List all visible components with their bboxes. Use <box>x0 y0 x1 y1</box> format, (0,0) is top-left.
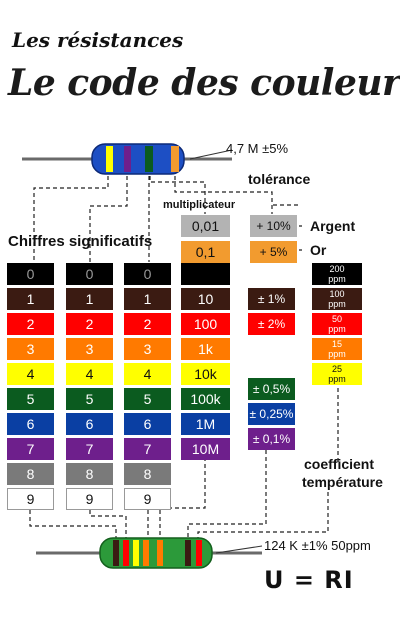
bottom-label-pointer <box>215 545 263 554</box>
temp-coefficient-cell: 15 ppm <box>312 338 362 360</box>
bottom-band-1 <box>113 540 119 566</box>
temp-coefficient-value: 200 <box>329 264 345 274</box>
digit-cell-9: 9 <box>124 488 171 510</box>
digit-cell-3: 3 <box>66 338 113 360</box>
digit-cell-7: 7 <box>7 438 54 460</box>
multiplier-cell-1: 10 <box>181 288 230 310</box>
multiplier-gold: 0,1 <box>181 241 230 263</box>
digit-cell-2: 2 <box>7 313 54 335</box>
temp-coefficient-cell: 100 ppm <box>312 288 362 310</box>
bottom-band-3 <box>133 540 139 566</box>
top-band-4 <box>171 146 179 172</box>
temp-coefficient-unit: ppm <box>328 324 346 334</box>
digit-cell-8: 8 <box>7 463 54 485</box>
digit-cell-6: 6 <box>124 413 171 435</box>
tolerance-gold: + 5% <box>250 241 297 263</box>
digit-cell-5: 5 <box>7 388 54 410</box>
tolerance-column-lower: ± 0,5% ± 0,25% ± 0,1% <box>248 378 295 450</box>
bottom-band-2 <box>123 540 129 566</box>
digit-cell-4: 4 <box>124 363 171 385</box>
digit-cell-7: 7 <box>66 438 113 460</box>
temp-coefficient-label-1: coefficient <box>304 456 375 472</box>
multiplier-special-column: 0,01 0,1 <box>181 215 230 263</box>
tolerance-silver: + 10% <box>250 215 297 237</box>
multiplier-column: 10 100 1k 10k 100k 1M 10M <box>181 263 230 463</box>
tolerance-red: ± 2% <box>248 313 295 335</box>
tolerance-column-upper: ± 1% ± 2% <box>248 288 295 335</box>
digit-cell-8: 8 <box>66 463 113 485</box>
tolerance-special-column: + 10% + 5% <box>250 215 297 263</box>
bottom-band-4 <box>143 540 149 566</box>
digit-cell-0: 0 <box>66 263 113 285</box>
bottom-band-5 <box>157 540 163 566</box>
temp-coefficient-unit: ppm <box>328 299 346 309</box>
temp-coefficient-cell: 50 ppm <box>312 313 362 335</box>
page-title: Le code des couleurs <box>8 62 400 104</box>
multiplier-cell-7: 10M <box>181 438 230 460</box>
digit-cell-5: 5 <box>124 388 171 410</box>
temp-coefficient-cell: 200 ppm <box>312 263 362 285</box>
temp-coefficient-value: 100 <box>329 289 345 299</box>
significant-digits-label: Chiffres significatifs <box>8 233 153 250</box>
multiplier-label: multiplicateur <box>163 199 236 211</box>
tolerance-label: tolérance <box>248 171 311 187</box>
bottom-band-6 <box>185 540 191 566</box>
temp-coefficient-unit: ppm <box>328 274 346 284</box>
digit-cell-6: 6 <box>7 413 54 435</box>
temp-coefficient-unit: ppm <box>328 349 346 359</box>
digit-cell-0: 0 <box>124 263 171 285</box>
multiplier-silver: 0,01 <box>181 215 230 237</box>
temp-coefficient-unit: ppm <box>328 374 346 384</box>
tolerance-green: ± 0,5% <box>248 378 295 400</box>
multiplier-cell-0 <box>181 263 230 285</box>
top-label-pointer <box>189 149 233 160</box>
digit-cell-1: 1 <box>124 288 171 310</box>
digit-cell-5: 5 <box>66 388 113 410</box>
temp-coefficient-value: 50 <box>331 314 342 324</box>
tolerance-violet: ± 0,1% <box>248 428 295 450</box>
multiplier-cell-3: 1k <box>181 338 230 360</box>
digit-cell-2: 2 <box>124 313 171 335</box>
digit-cell-0: 0 <box>7 263 54 285</box>
digit-cell-1: 1 <box>7 288 54 310</box>
digit-cell-9: 9 <box>66 488 113 510</box>
digit-cell-3: 3 <box>124 338 171 360</box>
multiplier-cell-6: 1M <box>181 413 230 435</box>
tolerance-brown: ± 1% <box>248 288 295 310</box>
subtitle: Les résistances <box>12 28 184 52</box>
gold-label: Or <box>310 242 327 258</box>
digit-cell-8: 8 <box>124 463 171 485</box>
top-band-1 <box>106 146 113 172</box>
bottom-band-7 <box>196 540 202 566</box>
temp-coefficient-value: 15 <box>331 339 342 349</box>
top-resistor-label: 4,7 M ±5% <box>226 141 289 156</box>
top-resistor-body <box>91 143 185 175</box>
digit-cell-1: 1 <box>66 288 113 310</box>
digit-cell-9: 9 <box>7 488 54 510</box>
temp-coefficient-value: 25 <box>331 364 342 374</box>
digit-column-1: 0 1 2 3 4 5 6 7 8 9 <box>7 263 54 513</box>
formula: U = RI <box>264 566 354 594</box>
digit-cell-4: 4 <box>7 363 54 385</box>
digit-column-2: 0 1 2 3 4 5 6 7 8 9 <box>66 263 113 513</box>
top-band-2 <box>124 146 131 172</box>
multiplier-cell-5: 100k <box>181 388 230 410</box>
temp-coefficient-cell: 25 ppm <box>312 363 362 385</box>
digit-cell-6: 6 <box>66 413 113 435</box>
digit-cell-2: 2 <box>66 313 113 335</box>
digit-cell-7: 7 <box>124 438 171 460</box>
multiplier-cell-4: 10k <box>181 363 230 385</box>
temperature-coefficient-column: 200 ppm 100 ppm 50 ppm 15 ppm 25 ppm <box>312 263 362 388</box>
multiplier-cell-2: 100 <box>181 313 230 335</box>
digit-cell-4: 4 <box>66 363 113 385</box>
digit-cell-3: 3 <box>7 338 54 360</box>
silver-label: Argent <box>310 218 356 234</box>
temp-coefficient-label-2: température <box>302 474 383 490</box>
bottom-resistor-label: 124 K ±1% 50ppm <box>264 538 371 553</box>
digit-column-3: 0 1 2 3 4 5 6 7 8 9 <box>124 263 171 513</box>
tolerance-blue: ± 0,25% <box>248 403 295 425</box>
top-band-3 <box>145 146 153 172</box>
